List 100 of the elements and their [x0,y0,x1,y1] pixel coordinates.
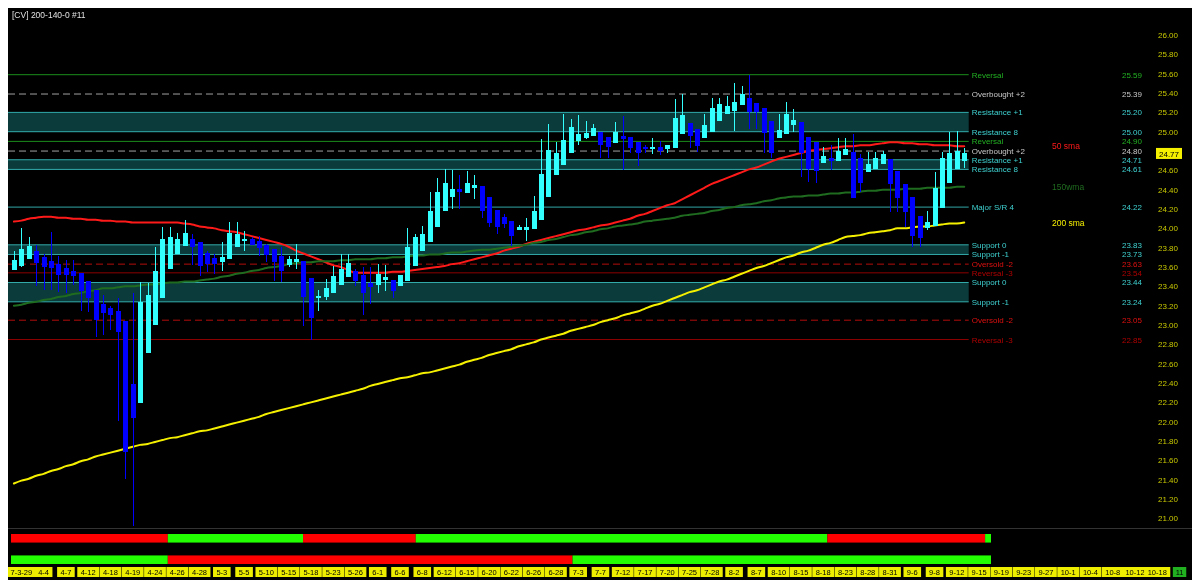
ref-line-label: Oversold -2 [971,260,1014,270]
candlestick [18,227,25,268]
y-tick-label: 22.40 [1158,379,1179,389]
candlestick [790,108,797,133]
ref-line-label: Major S/R 4 [971,203,1015,213]
candlestick [159,226,166,299]
candlestick [746,74,753,130]
candlestick [464,170,471,194]
y-tick-label: 22.60 [1158,359,1179,369]
candlestick [286,255,293,268]
candlestick [352,268,359,287]
candlestick [835,137,842,162]
candlestick [204,250,211,273]
candlestick [865,151,872,172]
candlestick [516,224,523,231]
candlestick [256,235,263,257]
y2-tick-label: 24.80 [1121,147,1143,157]
y2-tick-label: 23.24 [1121,297,1143,307]
candlestick [724,95,731,114]
candlestick [932,171,939,226]
candlestick [323,278,330,301]
candlestick [538,138,545,221]
candlestick [107,305,114,331]
y2-tick-label: 24.61 [1121,165,1143,175]
y2-tick-label: 23.05 [1121,316,1143,326]
candlestick [597,132,604,159]
y2-tick-label: 24.71 [1121,155,1143,165]
candlestick [486,196,493,228]
candlestick [612,121,619,143]
y2-tick-label: 25.59 [1121,70,1143,80]
y-tick-label: 22.80 [1158,340,1179,350]
candlestick [234,221,241,248]
candlestick [649,137,656,155]
candlestick [627,137,634,154]
y-tick-label: 21.80 [1158,437,1179,447]
candlestick [375,263,382,294]
candlestick [805,137,812,183]
candlestick [894,170,901,213]
candlestick [115,297,122,422]
candlestick [560,113,567,166]
candlestick [872,151,879,169]
candlestick [857,153,864,193]
candlestick [508,221,515,247]
candlestick [412,233,419,266]
ref-line-label: Support 0 [971,240,1007,250]
chart-title: [CV] 200-140-0 #11 [12,10,86,20]
line-series [12,221,966,485]
candlestick [471,174,478,200]
candlestick [197,242,204,277]
candlestick [219,241,226,272]
candlestick [909,196,916,248]
ref-line-label: Support -1 [971,250,1010,260]
y-tick-label: 24.40 [1158,185,1179,195]
y-tick-label: 25.00 [1158,127,1179,137]
candlestick [404,227,411,282]
text: 50 sma [1052,141,1081,152]
y2-tick-label: 25.20 [1121,108,1143,118]
candlestick [842,137,849,156]
candlestick [798,121,805,178]
candlestick [701,113,708,139]
candlestick [828,144,835,171]
candlestick [575,114,582,146]
candlestick [946,131,953,184]
ref-line-label: Resistance +1 [971,155,1024,165]
candlestick [820,146,827,164]
candlestick [167,226,174,270]
candlestick [189,233,196,266]
line-series [12,185,966,307]
candlestick [939,151,946,208]
candlestick [731,82,738,132]
candlestick [783,101,790,135]
candlestick [776,113,783,139]
candlestick [531,195,538,229]
candlestick [568,118,575,154]
candlestick [427,191,434,243]
candlestick [917,216,924,248]
candlestick [11,250,18,271]
y-tick-label: 22.20 [1158,398,1179,408]
candlestick [330,265,337,293]
candlestick [308,278,315,341]
candlestick [152,246,159,325]
candlestick [753,103,760,130]
candlestick [442,168,449,212]
y-tick-label: 23.80 [1158,243,1179,253]
candlestick [271,249,278,282]
candlestick [226,221,233,259]
candlestick [41,253,48,291]
candlestick [122,320,129,480]
candlestick [924,210,931,231]
candlestick [182,219,189,247]
candlestick [553,141,560,175]
y-tick-label: 22.00 [1158,417,1179,427]
candlestick [768,120,775,159]
candlestick [679,93,686,135]
candlestick [63,259,70,294]
candlestick [664,144,671,154]
ref-line-label: Reversal [971,137,1004,147]
y-tick-label: 21.60 [1158,456,1179,466]
line-series [12,141,966,274]
candlestick [902,184,909,228]
